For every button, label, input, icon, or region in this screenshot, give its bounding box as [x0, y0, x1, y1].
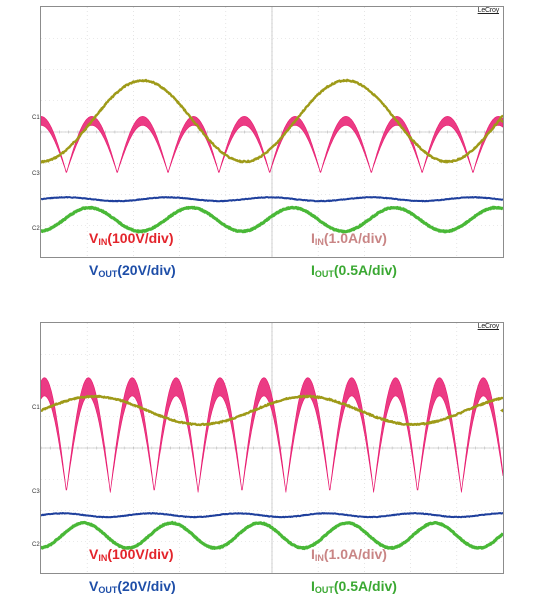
series-vin — [41, 377, 503, 493]
series-iout — [41, 205, 503, 234]
series-iout-trace — [41, 520, 503, 551]
trace-label-vout: VOUT(20V/div) — [89, 578, 176, 595]
series-vout — [41, 196, 503, 203]
grid — [41, 7, 503, 257]
series-vin-trace — [41, 377, 503, 493]
series-iout-trace — [41, 205, 503, 234]
trigger-marker — [500, 119, 503, 124]
brand-logo: LeCroy — [477, 323, 500, 330]
waveform-plot-top — [41, 7, 503, 257]
oscilloscope-capture-top: LeCroy C1 C3 C2 VIN(100V/div) IIN(1.0A/div) V… — [32, 6, 504, 279]
series-iin — [41, 394, 503, 427]
series-iin-trace — [41, 394, 503, 427]
trace-label-iout: IOUT(0.5A/div) — [311, 262, 397, 279]
trace-label-iin: IIN(1.0A/div) — [311, 230, 387, 247]
channel-marker-c1: C1 — [32, 404, 40, 411]
channel-marker-c2: C2 — [32, 225, 40, 232]
series-vin — [41, 116, 503, 173]
series-iin-trace — [41, 78, 503, 164]
series-iin — [41, 78, 503, 164]
channel-marker-c1: C1 — [32, 115, 40, 122]
trace-label-vin: VIN(100V/div) — [89, 546, 174, 563]
trace-label-vin: VIN(100V/div) — [89, 230, 174, 247]
channel-marker-c2: C2 — [32, 541, 40, 548]
waveform-plot-bottom — [41, 323, 503, 573]
channel-marker-c3: C3 — [32, 170, 40, 177]
series-vout — [41, 512, 503, 519]
series-vout-trace — [41, 196, 503, 203]
trace-label-vout: VOUT(20V/div) — [89, 262, 176, 279]
series-iout — [41, 520, 503, 551]
series-vin-trace — [41, 116, 503, 173]
series-vout-trace — [41, 512, 503, 519]
brand-logo: LeCroy — [477, 7, 500, 14]
trigger-marker — [500, 408, 503, 413]
grid — [41, 323, 503, 573]
oscilloscope-capture-bottom: LeCroy C1 C3 C2 VIN(100V/div) IIN(1.0A/div) V… — [32, 322, 504, 595]
channel-marker-c3: C3 — [32, 488, 40, 495]
trace-label-iin: IIN(1.0A/div) — [311, 546, 387, 563]
trace-label-iout: IOUT(0.5A/div) — [311, 578, 397, 595]
